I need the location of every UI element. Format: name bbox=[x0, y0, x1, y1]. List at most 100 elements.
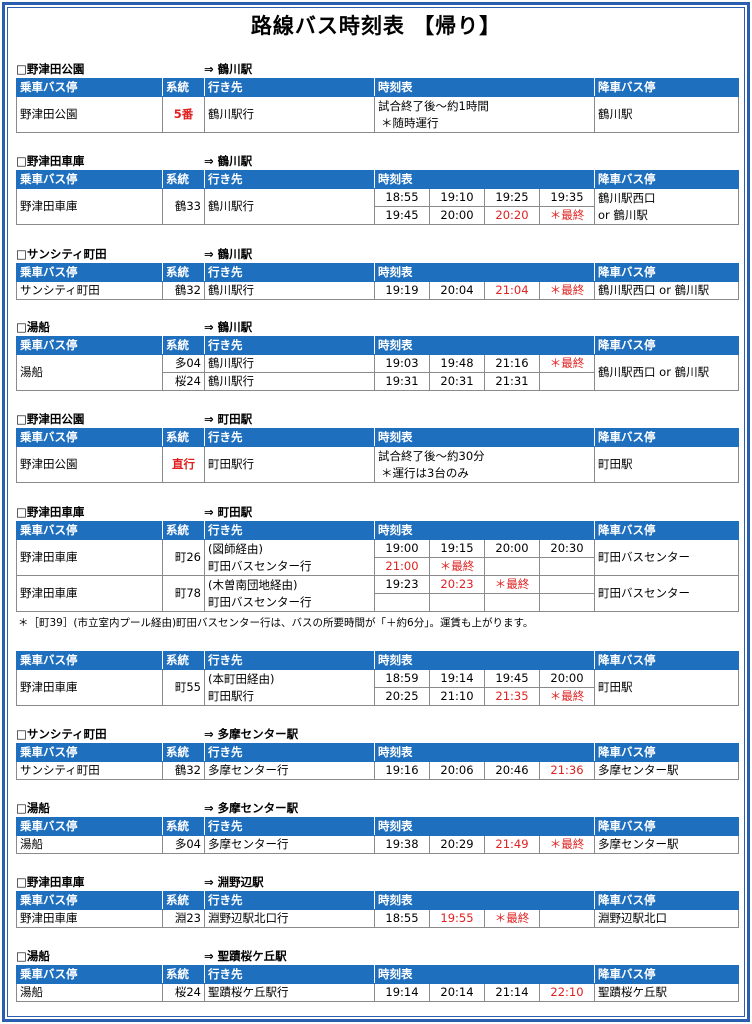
cell-time: 19:45 bbox=[484, 669, 540, 688]
header-line: 系統 bbox=[162, 336, 205, 355]
timetable: 乗車バス停 系統 行き先 時刻表 降車バス停 野津田公園 直行 町田駅行 試合終… bbox=[16, 428, 739, 483]
cell-time-last: 20:23 bbox=[429, 575, 485, 594]
time-note: ＊随時運行 bbox=[381, 115, 439, 130]
header-line: 系統 bbox=[162, 965, 205, 984]
header-dest: 行き先 bbox=[204, 743, 375, 762]
cell-dest: 町田駅行 bbox=[204, 446, 375, 483]
cell-line: 鶴32 bbox=[162, 281, 205, 300]
header-stop: 乗車バス停 bbox=[16, 817, 163, 836]
header-alight: 降車バス停 bbox=[594, 263, 739, 282]
cell-stop: 野津田車庫 bbox=[16, 909, 163, 928]
cell-stop: 湯船 bbox=[16, 835, 163, 854]
header-line: 系統 bbox=[162, 817, 205, 836]
table-header-row: 乗車バス停 系統 行き先 時刻表 降車バス停 bbox=[16, 817, 739, 836]
cell-stop: サンシティ町田 bbox=[16, 761, 163, 780]
section-destination: ⇒ 鶴川駅 bbox=[204, 62, 253, 76]
cell-time: 20:25 bbox=[374, 687, 430, 706]
cell-alight: 淵野辺駅北口 bbox=[594, 909, 739, 928]
cell-time: 20:00 bbox=[539, 669, 595, 688]
header-line: 系統 bbox=[162, 78, 205, 97]
table-row: 野津田車庫 町55 (本町田経由) 町田駅行 18:59 19:14 19:45… bbox=[16, 669, 739, 706]
header-dest: 行き先 bbox=[204, 521, 375, 540]
section-origin: □サンシティ町田 bbox=[16, 247, 107, 261]
cell-time: 19:35 bbox=[539, 188, 595, 207]
cell-dest: 鶴川駅行 bbox=[204, 372, 375, 391]
cell-time: 20:06 bbox=[429, 761, 485, 780]
timetable: 乗車バス停 系統 行き先 時刻表 降車バス停 野津田公園 5番 鶴川駅行 試合終… bbox=[16, 78, 739, 133]
section-destination: ⇒ 町田駅 bbox=[204, 505, 253, 519]
cell-time-last: 19:55 bbox=[429, 909, 485, 928]
section-header: □野津田車庫 ⇒ 鶴川駅 bbox=[16, 152, 736, 170]
page-frame-inner bbox=[7, 7, 745, 1017]
section-header: □湯船 ⇒ 多摩センター駅 bbox=[16, 799, 736, 817]
header-dest: 行き先 bbox=[204, 428, 375, 447]
cell-stop: 野津田公園 bbox=[16, 96, 163, 133]
header-stop: 乗車バス停 bbox=[16, 965, 163, 984]
cell-stop: 野津田車庫 bbox=[16, 188, 163, 225]
header-alight: 降車バス停 bbox=[594, 170, 739, 189]
section-origin: □サンシティ町田 bbox=[16, 727, 107, 741]
cell-dest: 鶴川駅行 bbox=[204, 281, 375, 300]
cell-time-last: 22:10 bbox=[539, 983, 595, 1002]
table-header-row: 乗車バス停 系統 行き先 時刻表 降車バス停 bbox=[16, 891, 739, 910]
cell-time: 18:55 bbox=[374, 188, 430, 207]
table-row: 20:25 21:10 21:35 ＊最終 bbox=[17, 687, 739, 706]
table-header-row: 乗車バス停 系統 行き先 時刻表 降車バス停 bbox=[16, 170, 739, 189]
header-alight: 降車バス停 bbox=[594, 428, 739, 447]
cell-line: 直行 bbox=[162, 446, 205, 483]
header-stop: 乗車バス停 bbox=[16, 743, 163, 762]
dest-name: 町田駅行 bbox=[208, 688, 254, 703]
cell-alight: 鶴川駅西口 or 鶴川駅 bbox=[594, 354, 739, 391]
header-alight: 降車バス停 bbox=[594, 336, 739, 355]
section-destination: ⇒ 鶴川駅 bbox=[204, 320, 253, 334]
time-note: ＊運行は3台のみ bbox=[381, 465, 469, 480]
cell-time-last: 21:00 bbox=[374, 557, 430, 576]
section-header: □野津田車庫 ⇒ 淵野辺駅 bbox=[16, 873, 736, 891]
header-times: 時刻表 bbox=[374, 651, 595, 670]
cell-time: 19:38 bbox=[374, 835, 430, 854]
cell-time: 19:25 bbox=[484, 188, 540, 207]
cell-time: 20:00 bbox=[429, 206, 485, 225]
cell-time: 18:55 bbox=[374, 909, 430, 928]
page-title: 路線バス時刻表 【帰り】 bbox=[250, 14, 502, 38]
section-origin: □湯船 bbox=[16, 801, 50, 815]
cell-line: 鶴32 bbox=[162, 761, 205, 780]
time-note: 試合終了後～約30分 bbox=[378, 448, 485, 463]
cell-empty bbox=[484, 593, 540, 612]
header-line: 系統 bbox=[162, 521, 205, 540]
section-destination: ⇒ 多摩センター駅 bbox=[204, 801, 299, 815]
cell-time: 19:10 bbox=[429, 188, 485, 207]
table-header-row: 乗車バス停 系統 行き先 時刻表 降車バス停 bbox=[16, 743, 739, 762]
cell-time: 19:23 bbox=[374, 575, 430, 594]
section-origin: □湯船 bbox=[16, 320, 50, 334]
cell-time: 19:31 bbox=[374, 372, 430, 391]
dest-via: (木曽南団地経由) bbox=[208, 577, 298, 592]
table-row: 湯船 多04 多摩センター行 19:38 20:29 21:49 ＊最終 多摩セ… bbox=[16, 835, 739, 854]
cell-dest: 鶴川駅行 bbox=[204, 96, 375, 133]
cell-alight: 鶴川駅西口 or 鶴川駅 bbox=[594, 188, 739, 225]
table-header-row: 乗車バス停 系統 行き先 時刻表 降車バス停 bbox=[16, 428, 739, 447]
cell-empty bbox=[539, 557, 595, 576]
section-origin: □野津田車庫 bbox=[16, 875, 85, 889]
header-line: 系統 bbox=[162, 891, 205, 910]
timetable: 乗車バス停 系統 行き先 時刻表 降車バス停 野津田車庫 町26 (図師経由) … bbox=[16, 521, 739, 612]
last-bus-mark: ＊最終 bbox=[539, 354, 595, 373]
header-times: 時刻表 bbox=[374, 428, 595, 447]
header-dest: 行き先 bbox=[204, 78, 375, 97]
cell-empty bbox=[539, 575, 595, 594]
timetable: 乗車バス停 系統 行き先 時刻表 降車バス停 サンシティ町田 鶴32 鶴川駅行 … bbox=[16, 263, 739, 300]
timetable: 乗車バス停 系統 行き先 時刻表 降車バス停 湯船 多04 多摩センター行 19… bbox=[16, 817, 739, 854]
timetable: 乗車バス停 系統 行き先 時刻表 降車バス停 湯船 多04 鶴川駅行 19:03… bbox=[16, 336, 739, 391]
table-row: 野津田公園 5番 鶴川駅行 試合終了後～約1時間 ＊随時運行 鶴川駅 bbox=[16, 96, 739, 133]
table-row: 野津田公園 直行 町田駅行 試合終了後～約30分 ＊運行は3台のみ 町田駅 bbox=[16, 446, 739, 483]
header-stop: 乗車バス停 bbox=[16, 78, 163, 97]
section-destination: ⇒ 鶴川駅 bbox=[204, 154, 253, 168]
cell-time: 20:46 bbox=[484, 761, 540, 780]
header-line: 系統 bbox=[162, 170, 205, 189]
section-header: □湯船 ⇒ 鶴川駅 bbox=[16, 318, 736, 336]
table-row: 桜24 鶴川駅行 19:31 20:31 21:31 bbox=[17, 372, 739, 391]
header-stop: 乗車バス停 bbox=[16, 651, 163, 670]
header-dest: 行き先 bbox=[204, 891, 375, 910]
header-alight: 降車バス停 bbox=[594, 651, 739, 670]
cell-dest: 淵野辺駅北口行 bbox=[204, 909, 375, 928]
